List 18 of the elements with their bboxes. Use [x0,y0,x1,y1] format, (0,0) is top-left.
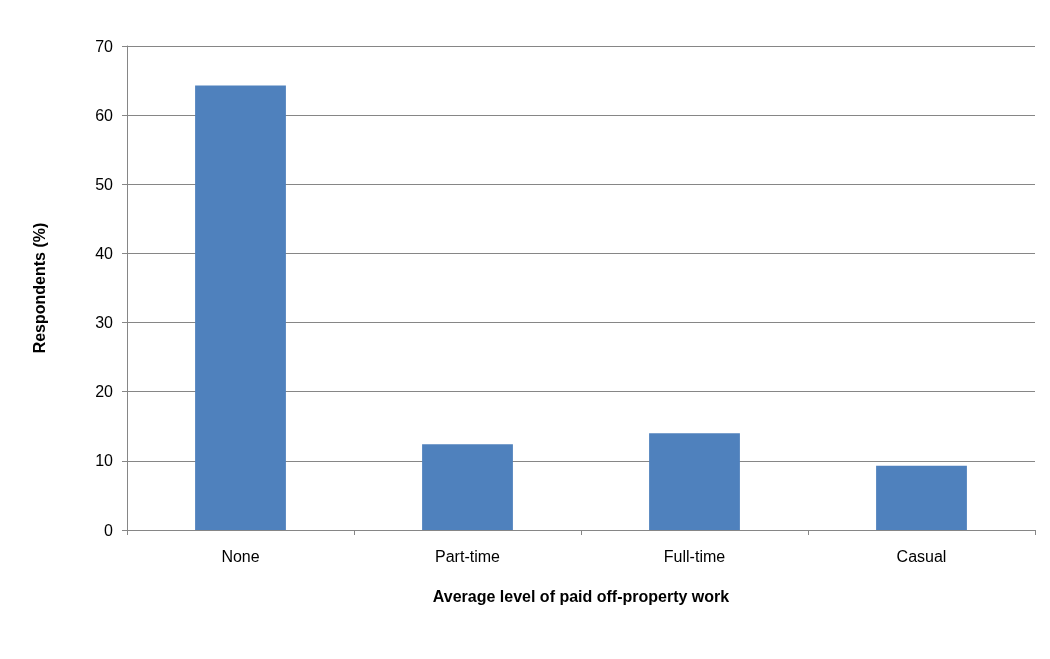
x-axis-title: Average level of paid off-property work [432,587,730,605]
y-tick-label: 30 [95,314,114,332]
x-tick-label: None [221,547,260,565]
y-tick-label: 0 [104,521,114,539]
y-tick-label: 40 [95,244,114,262]
y-tick-label: 20 [95,383,114,401]
bar [649,433,740,530]
y-tick-label: 50 [95,175,114,193]
x-tick-label: Casual [896,547,947,565]
x-tick-label: Part-time [435,547,501,565]
bar [195,85,286,530]
bar [876,465,967,530]
y-axis-title: Respondents (%) [30,222,48,354]
bar [422,444,513,530]
x-tick-label: Full-time [663,547,726,565]
y-tick-label: 60 [95,106,114,124]
y-tick-label: 70 [95,37,114,55]
y-tick-label: 10 [95,452,114,470]
